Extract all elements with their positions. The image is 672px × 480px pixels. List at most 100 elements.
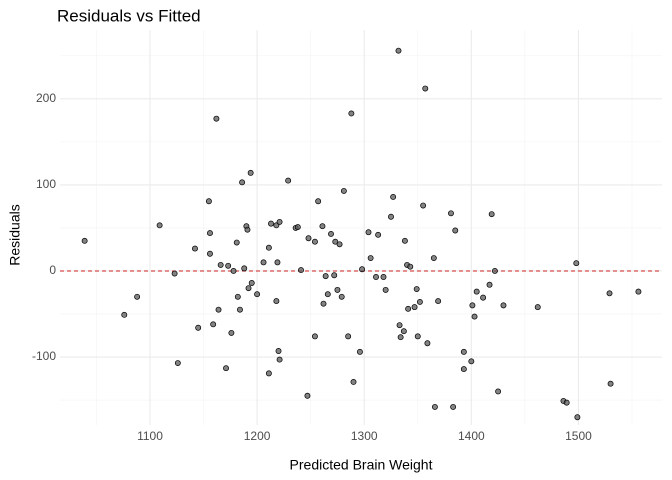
- point: [356, 348, 363, 355]
- point: [298, 267, 304, 274]
- point: [245, 285, 252, 292]
- point: [244, 226, 251, 233]
- point: [397, 334, 404, 341]
- point: [210, 321, 217, 328]
- point: [247, 169, 254, 176]
- point: [268, 220, 274, 227]
- point: [225, 262, 232, 269]
- point: [331, 272, 338, 279]
- point: [430, 255, 437, 262]
- point: [431, 403, 438, 410]
- point: [390, 193, 397, 200]
- point: [195, 324, 202, 331]
- point: [319, 223, 326, 230]
- point: [311, 238, 318, 245]
- x-tick-label: 1500: [565, 429, 592, 443]
- point: [401, 237, 408, 244]
- point: [563, 399, 570, 406]
- y-axis-title: Residuals: [7, 204, 23, 265]
- point: [414, 333, 421, 340]
- point: [405, 305, 412, 312]
- point: [382, 286, 389, 293]
- y-tick-label: 100: [36, 177, 56, 191]
- point: [500, 302, 507, 309]
- point: [367, 255, 374, 262]
- point: [332, 238, 339, 245]
- point: [416, 298, 423, 305]
- y-tick-label: 200: [36, 91, 56, 105]
- point: [285, 177, 292, 184]
- point: [265, 244, 272, 251]
- chart-title: Residuals vs Fitted: [57, 6, 201, 25]
- point: [460, 348, 467, 355]
- x-tick-label: 1200: [244, 429, 271, 443]
- point: [422, 85, 429, 92]
- point: [380, 274, 387, 280]
- point: [486, 281, 493, 288]
- point: [254, 291, 261, 298]
- point: [388, 213, 394, 220]
- point: [121, 311, 128, 318]
- point: [207, 230, 213, 237]
- point: [635, 288, 642, 295]
- point: [322, 273, 329, 280]
- point: [273, 298, 280, 305]
- point: [395, 47, 402, 54]
- point: [324, 291, 331, 298]
- point: [241, 265, 248, 272]
- point: [534, 304, 541, 311]
- point: [205, 198, 212, 205]
- y-tick-label: -100: [32, 349, 56, 363]
- point: [156, 222, 163, 229]
- point: [365, 229, 372, 236]
- point: [239, 179, 246, 186]
- point: [424, 340, 431, 347]
- point: [81, 237, 88, 244]
- point: [348, 110, 355, 117]
- point: [207, 250, 213, 257]
- point: [435, 298, 442, 305]
- point: [606, 290, 613, 297]
- point: [495, 388, 502, 395]
- point: [473, 288, 480, 295]
- point: [311, 333, 318, 340]
- point: [134, 293, 141, 300]
- point: [260, 259, 267, 266]
- point: [468, 358, 475, 365]
- point: [233, 239, 240, 246]
- point: [607, 380, 614, 387]
- point: [230, 268, 237, 274]
- point: [275, 348, 282, 354]
- y-tick-label: 0: [49, 263, 56, 277]
- point: [375, 231, 382, 238]
- point: [320, 300, 327, 307]
- point: [448, 210, 454, 217]
- point: [294, 224, 301, 231]
- point: [488, 211, 495, 218]
- point: [265, 370, 272, 377]
- point: [276, 218, 283, 225]
- point: [573, 260, 580, 267]
- point: [338, 293, 345, 300]
- point: [340, 187, 347, 194]
- point: [234, 293, 241, 300]
- x-tick-label: 1400: [458, 429, 485, 443]
- point: [373, 274, 379, 280]
- point: [276, 356, 283, 363]
- point: [171, 270, 178, 277]
- point: [274, 259, 281, 266]
- point: [450, 403, 457, 410]
- x-tick-label: 1300: [351, 429, 378, 443]
- point: [248, 280, 255, 286]
- point: [237, 306, 243, 313]
- x-axis-title: Predicted Brain Weight: [290, 457, 433, 473]
- point: [328, 231, 334, 237]
- point: [213, 115, 220, 122]
- point: [452, 227, 459, 234]
- point: [359, 266, 366, 273]
- point: [350, 379, 357, 385]
- point: [315, 198, 322, 205]
- point: [471, 313, 478, 320]
- point: [413, 286, 420, 292]
